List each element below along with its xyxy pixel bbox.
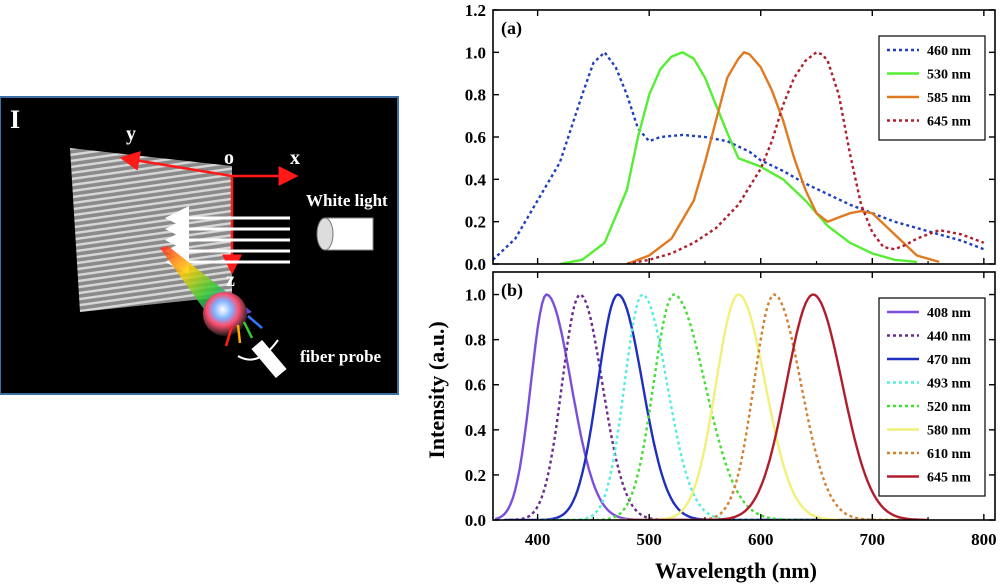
legend-label: 645 nm (927, 471, 971, 486)
light-source-icon (316, 217, 374, 251)
y-tick-label: 1.2 (465, 1, 486, 20)
series-line-440-nm (509, 293, 715, 520)
series-line-520-nm (559, 293, 817, 520)
panel-label: (a) (501, 18, 522, 39)
x-tick-label: 400 (525, 530, 551, 549)
axis-label-origin: o (224, 147, 234, 169)
series-line-580-nm (615, 293, 895, 520)
legend-label: 470 nm (927, 353, 971, 368)
panel-a: 0.0 0.2 0.4 0.6 0.8 1.0 1.2 (a) 460 nm 530 nm 585 … (465, 1, 996, 274)
series-line-645-nm (626, 293, 929, 520)
y-tick-label: 0.8 (465, 331, 486, 350)
x-axis-title: Wavelength (nm) (655, 558, 817, 583)
y-tick-label: 0.2 (465, 466, 486, 485)
fiber-probe-label: fiber probe (300, 347, 382, 366)
y-tick-label: 0.4 (465, 170, 487, 189)
x-tick-label: 600 (748, 530, 774, 549)
legend-box (878, 35, 986, 141)
schematic-panel-label: I (10, 105, 20, 134)
series-line-585-nm (626, 51, 940, 264)
legend-label: 440 nm (927, 330, 971, 345)
probe-bracket (237, 339, 279, 361)
y-tick-label: 1.0 (465, 43, 486, 62)
series-line-408-nm (494, 293, 873, 520)
spectra-chart: Intensity (a.u.) Wavelength (nm) 0.00.20… (424, 1, 997, 583)
legend: 408 nm 440 nm 470 nm 493 nm 520 nm 580 nm 610 … (878, 297, 986, 497)
y-tick-label: 0.0 (465, 511, 486, 530)
schematic-panel: I y o x z White light f (0, 96, 399, 395)
panel-label: (b) (501, 280, 523, 301)
y-tick-label: 0.4 (465, 421, 487, 440)
y-tick-label: 0.2 (465, 213, 486, 232)
legend-label: 610 nm (927, 447, 971, 462)
axis-label-x: x (290, 147, 300, 169)
y-axis-arrow (119, 150, 233, 178)
series-line-493-nm (537, 293, 761, 520)
axis-label-y: y (126, 123, 136, 145)
legend: 460 nm 530 nm 585 nm 645 nm (878, 35, 986, 141)
legend-label: 460 nm (927, 44, 971, 59)
plot-frame (492, 271, 996, 521)
x-tick-label: 500 (636, 530, 662, 549)
white-light-label: White light (306, 191, 388, 210)
legend-label: 580 nm (927, 424, 971, 439)
panel-b: 400 500 600 700 800 0.0 0.2 0.4 0.6 0.8 1.0 (b) 408 … (465, 271, 997, 549)
legend-label: 585 nm (927, 91, 971, 106)
y-axis-title: Intensity (a.u.) (424, 321, 449, 459)
legend-label: 530 nm (927, 68, 971, 83)
x-tick-label: 700 (860, 530, 886, 549)
legend-label: 408 nm (927, 306, 971, 321)
legend-label: 645 nm (927, 115, 971, 130)
series-group (493, 51, 985, 264)
axis-label-z: z (226, 269, 235, 291)
legend-box (878, 297, 986, 497)
series-line-530-nm (559, 51, 918, 264)
series-line-470-nm (504, 293, 873, 520)
series-line-460-nm (493, 51, 985, 261)
y-tick-label: 0.6 (465, 376, 486, 395)
x-tick-label: 800 (971, 530, 997, 549)
y-tick-label: 0.0 (465, 255, 486, 274)
dispersed-rays (224, 315, 263, 347)
series-line-645-nm (626, 51, 985, 264)
series-group (494, 293, 929, 520)
collecting-lens (203, 292, 247, 336)
y-tick-label: 1.0 (465, 286, 486, 305)
y-tick-label: 0.6 (465, 128, 486, 147)
legend-label: 520 nm (927, 400, 971, 415)
fiber-probe-icon (251, 339, 287, 379)
legend-label: 493 nm (927, 377, 971, 392)
y-tick-label: 0.8 (465, 86, 486, 105)
